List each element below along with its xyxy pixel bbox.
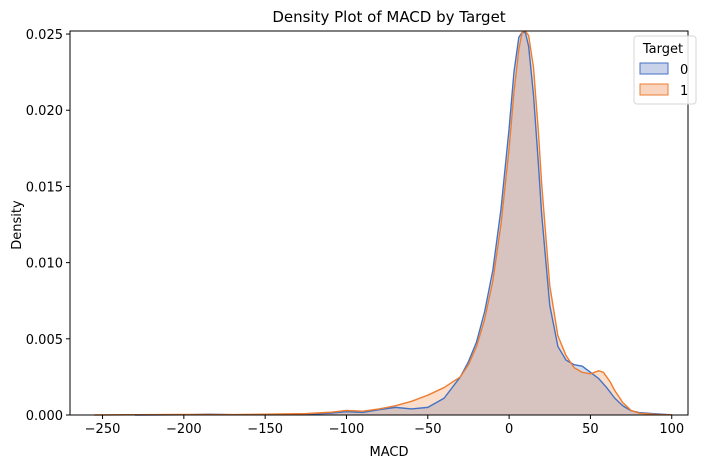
x-tick-label: 100 xyxy=(659,422,684,437)
y-tick-label: 0.025 xyxy=(26,28,63,43)
x-tick-label: −100 xyxy=(329,422,365,437)
y-tick-label: 0.005 xyxy=(26,333,63,348)
series-layer xyxy=(94,30,672,416)
y-tick-label: 0.000 xyxy=(26,409,63,424)
x-tick-label: 0 xyxy=(505,422,513,437)
y-tick-label: 0.015 xyxy=(26,180,63,195)
density-area-series-0 xyxy=(135,32,672,416)
legend-label-series-0: 0 xyxy=(680,63,688,78)
legend-swatch-series-0 xyxy=(639,62,669,75)
legend-title: Target xyxy=(642,42,683,57)
y-tick-label: 0.010 xyxy=(26,257,63,272)
x-tick-label: −200 xyxy=(166,422,202,437)
plot-frame xyxy=(69,30,689,416)
legend-swatch-series-1 xyxy=(639,83,669,96)
x-tick-label: 50 xyxy=(582,422,599,437)
y-tick-label: 0.020 xyxy=(26,104,63,119)
axes-layer: −250 −200 −150 −100 −50 0 50 100 0.000 0.005 0.010… xyxy=(26,28,689,437)
y-axis-title: Density xyxy=(10,200,25,250)
density-area-series-1 xyxy=(94,31,672,415)
chart-title: Density Plot of MACD by Target xyxy=(272,8,505,26)
x-tick-label: −150 xyxy=(247,422,283,437)
x-tick-label: −50 xyxy=(414,422,441,437)
x-tick-label: −250 xyxy=(85,422,121,437)
legend: Target 0 1 xyxy=(633,35,697,105)
density-line-series-0 xyxy=(135,31,672,416)
density-line-series-1 xyxy=(94,30,672,416)
x-axis-title: MACD xyxy=(370,445,409,460)
legend-label-series-1: 1 xyxy=(680,84,688,99)
